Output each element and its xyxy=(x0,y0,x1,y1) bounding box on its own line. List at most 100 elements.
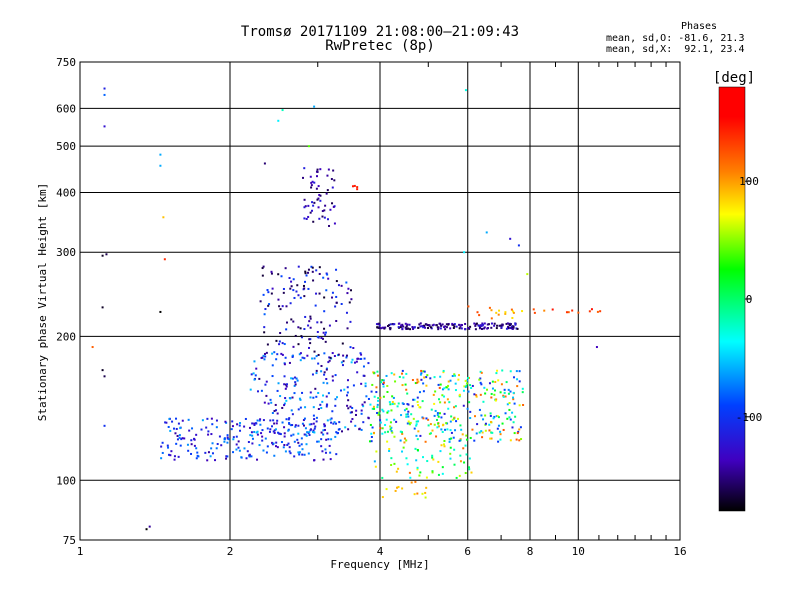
echo-point xyxy=(397,467,400,470)
echo-point xyxy=(304,315,307,318)
echo-point xyxy=(460,327,463,330)
echo-point xyxy=(469,417,472,420)
echo-point xyxy=(303,167,306,170)
echo-point xyxy=(420,378,423,381)
echo-point xyxy=(450,415,453,418)
echo-point xyxy=(459,438,462,441)
echo-point xyxy=(437,383,440,386)
echo-point xyxy=(347,399,350,402)
y-tick-label: 500 xyxy=(56,140,76,153)
echo-point xyxy=(291,413,294,416)
echo-point xyxy=(375,386,378,389)
echo-point xyxy=(173,458,176,461)
echo-point xyxy=(405,372,408,375)
echo-point xyxy=(321,400,324,403)
chart-subtitle: RwPretec (8p) xyxy=(325,38,435,54)
echo-point xyxy=(533,311,536,314)
echo-point xyxy=(479,324,482,327)
echo-point xyxy=(431,470,434,473)
echo-point xyxy=(303,433,306,436)
echo-point xyxy=(398,322,401,325)
echo-point xyxy=(275,339,278,342)
echo-point xyxy=(281,109,284,112)
echo-point xyxy=(512,311,515,314)
echo-point xyxy=(455,325,458,328)
echo-point xyxy=(273,429,276,432)
echo-point xyxy=(264,437,267,440)
echo-point xyxy=(431,324,434,327)
echo-point xyxy=(201,419,204,422)
echo-point xyxy=(312,406,315,409)
echo-point xyxy=(512,398,515,401)
echo-point xyxy=(413,398,416,401)
echo-point xyxy=(457,378,460,381)
echo-point xyxy=(364,385,367,388)
echo-point xyxy=(262,354,265,357)
echo-point xyxy=(483,326,486,329)
echo-point xyxy=(443,445,446,448)
echo-point xyxy=(484,392,487,395)
echo-point xyxy=(254,374,257,377)
echo-point xyxy=(423,370,426,373)
echo-point xyxy=(176,438,179,441)
echo-point xyxy=(319,168,322,171)
echo-point xyxy=(502,394,505,397)
echo-point xyxy=(324,331,327,334)
echo-point xyxy=(444,325,447,328)
echo-point xyxy=(453,373,456,376)
echo-point xyxy=(486,323,489,326)
echo-point xyxy=(520,438,523,441)
echo-point xyxy=(375,391,378,394)
echo-point xyxy=(299,398,302,401)
echo-point xyxy=(335,295,338,298)
echo-point xyxy=(346,292,349,295)
echo-point xyxy=(431,471,434,474)
echo-point xyxy=(388,447,391,450)
echo-point xyxy=(449,457,452,460)
x-tick-label: 6 xyxy=(464,545,471,558)
echo-point xyxy=(350,411,353,414)
echo-point xyxy=(411,378,414,381)
echo-point xyxy=(272,430,275,433)
echo-point xyxy=(416,468,419,471)
echo-point xyxy=(401,432,404,435)
echo-point xyxy=(301,453,304,456)
echo-point xyxy=(169,454,172,457)
echo-point xyxy=(509,237,512,240)
echo-point xyxy=(328,224,331,227)
echo-point xyxy=(402,325,405,328)
echo-point xyxy=(303,217,306,220)
echo-point xyxy=(478,378,481,381)
echo-point xyxy=(482,327,485,330)
echo-point xyxy=(303,198,306,201)
echo-point xyxy=(499,430,502,433)
echo-point xyxy=(396,405,399,408)
echo-point xyxy=(318,193,321,196)
echo-point xyxy=(263,401,266,404)
echo-point xyxy=(452,326,455,329)
echo-point xyxy=(256,390,259,393)
echo-point xyxy=(415,420,418,423)
colorbar-label: [deg] xyxy=(713,70,755,86)
echo-point xyxy=(283,426,286,429)
echo-point xyxy=(289,287,292,290)
echo-point xyxy=(432,393,435,396)
echo-point xyxy=(370,432,373,435)
echo-point xyxy=(504,311,507,314)
echo-point xyxy=(512,327,515,330)
echo-point xyxy=(327,438,330,441)
echo-point xyxy=(314,387,317,390)
echo-point xyxy=(521,391,524,394)
echo-point xyxy=(373,460,376,463)
echo-point xyxy=(159,153,162,156)
echo-point xyxy=(420,372,423,375)
echo-point xyxy=(356,371,359,374)
echo-point xyxy=(378,412,381,415)
echo-point xyxy=(495,372,498,375)
echo-point xyxy=(399,326,402,329)
echo-point xyxy=(292,278,295,281)
echo-point xyxy=(509,390,512,393)
echo-point xyxy=(464,444,467,447)
echo-point xyxy=(443,412,446,415)
echo-point xyxy=(309,396,312,399)
